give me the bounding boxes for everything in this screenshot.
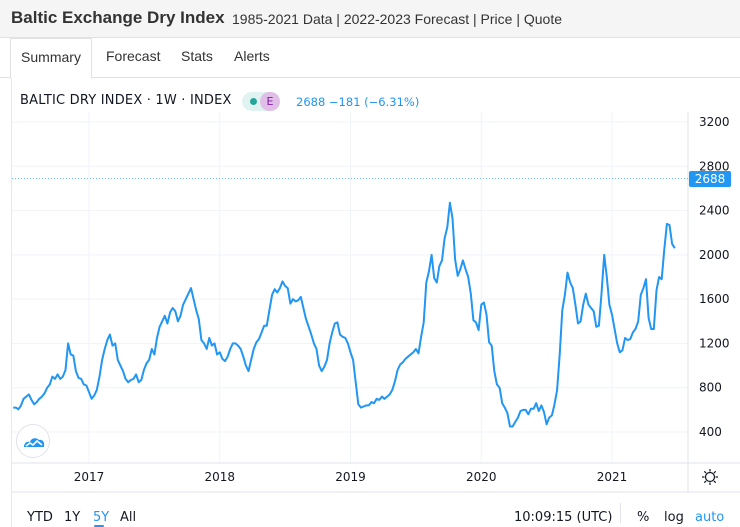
toolbar-divider [620,503,621,523]
log-scale-toggle[interactable]: log [664,510,684,525]
time-axis-tick-label: 2017 [74,470,105,484]
chart-grid [12,112,688,463]
price-axis-tick-label: 2400 [699,204,730,218]
price-axis-tick-label: 3200 [699,115,730,129]
price-axis-labels: 400 800 1200 1600 2000 2400 2800 3200 [699,115,730,439]
time-axis-tick-label: 2020 [466,470,497,484]
price-axis-tick-label: 2000 [699,248,730,262]
range-5y[interactable]: 5Y [93,510,110,525]
percent-scale-toggle[interactable]: % [637,510,650,525]
range-1y[interactable]: 1Y [64,510,81,525]
market-status-badge[interactable]: E [242,92,280,111]
badge-letter: E [260,92,280,111]
page-subtitle-links[interactable]: 1985-2021 Data | 2022-2023 Forecast | Pr… [232,11,562,27]
price-axis-tick-label: 2800 [699,159,730,173]
time-axis-tick-label: 2018 [204,470,235,484]
price-axis-tick-label: 400 [699,425,722,439]
price-axis-tick-label: 800 [699,381,722,395]
price-axis-tick-label: 1600 [699,292,730,306]
time-axis-tick-label: 2019 [335,470,366,484]
tab-alerts[interactable]: Alerts [234,48,270,64]
series-symbol-label: BALTIC DRY INDEX · 1W · INDEX [20,93,232,108]
page-header: Baltic Exchange Dry Index 1985-2021 Data… [0,0,740,38]
time-axis-tick-label: 2021 [597,470,628,484]
tab-stats[interactable]: Stats [181,48,213,64]
tradingview-logo-button[interactable] [16,424,50,458]
price-quote: 2688 −181 (−6.31%) [296,95,420,109]
price-axis-tick-label: 1200 [699,336,730,350]
range-active-indicator [94,525,104,527]
utc-clock[interactable]: 10:09:15 (UTC) [514,510,613,525]
tab-forecast[interactable]: Forecast [106,48,161,64]
series-line-baltic-dry-index [13,201,676,428]
chart-widget [11,78,740,527]
time-axis-labels: 2017 2018 2019 2020 2021 [74,470,628,484]
page-title: Baltic Exchange Dry Index [11,8,225,27]
tab-summary[interactable]: Summary [10,38,92,79]
last-price-tag: 2688 [689,171,731,187]
tab-bar: Summary Forecast Stats Alerts [0,38,740,79]
gear-icon[interactable] [702,469,718,485]
auto-scale-toggle[interactable]: auto [695,510,725,525]
tradingview-cloud-icon [24,438,45,447]
range-all[interactable]: All [120,510,137,525]
status-dot-icon [250,98,257,105]
range-ytd[interactable]: YTD [27,510,53,525]
series-legend[interactable]: BALTIC DRY INDEX · 1W · INDEX [20,93,232,108]
